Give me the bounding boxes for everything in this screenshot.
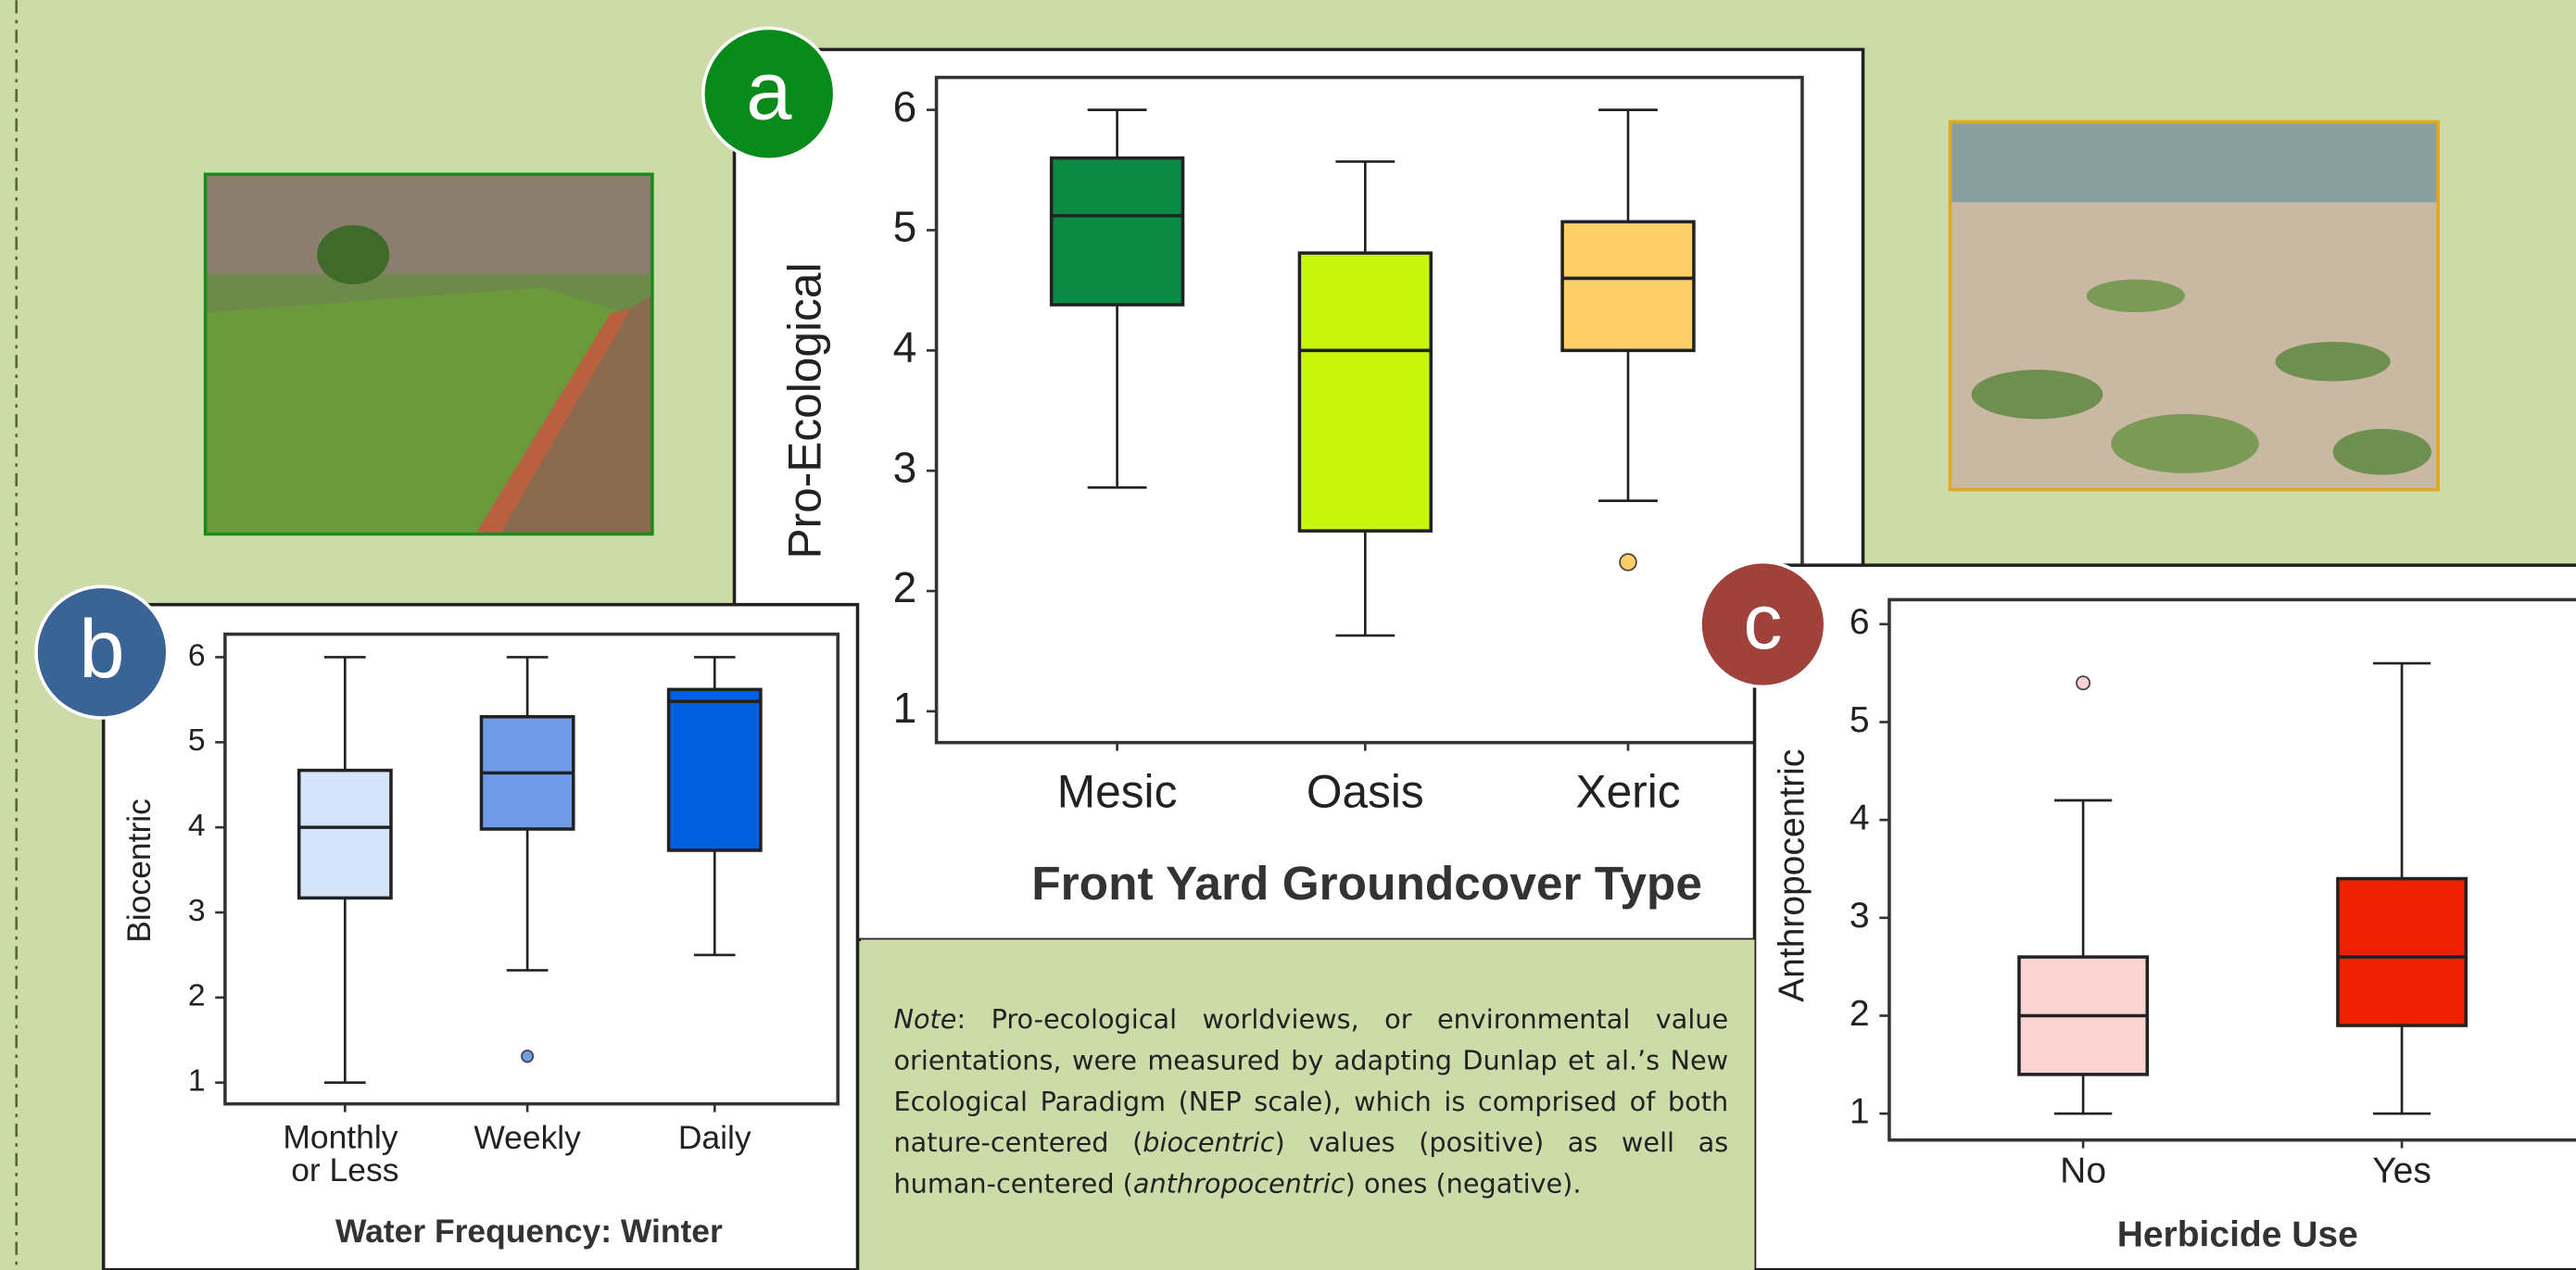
y-tick-label: 1 — [893, 684, 917, 732]
chart-a: 1 2 3 4 5 6 Mesic Oasis Xeric Front Yard Groundco… — [701, 26, 1865, 942]
note-box — [861, 939, 1755, 1270]
y-tick-label: 5 — [1850, 700, 1870, 740]
x-tick-label: No — [2060, 1151, 2106, 1190]
y-tick-label: 6 — [893, 82, 917, 131]
panel-letter: a — [746, 44, 792, 136]
outlier — [2076, 675, 2091, 691]
y-tick-label: 4 — [1850, 798, 1870, 837]
y-axis-label: Pro-Ecological — [778, 263, 830, 560]
panel-letter: b — [79, 603, 124, 695]
y-tick-label: 3 — [1850, 896, 1870, 936]
panel-badge — [701, 26, 837, 162]
note-text: biocentric — [1143, 1126, 1275, 1159]
box — [2336, 876, 2468, 1027]
y-tick-label: 1 — [188, 1064, 206, 1099]
charts: 1 2 3 4 5 6 Mesic Oasis Xeric Front Yard Groundco… — [34, 26, 2576, 1270]
panel-badge — [1698, 560, 1827, 689]
y-tick-label: 6 — [188, 638, 206, 673]
y-tick-label: 2 — [893, 563, 917, 611]
y-tick-label: 2 — [1850, 994, 1870, 1034]
x-tick-label: Weekly — [474, 1119, 581, 1156]
x-tick-label: Daily — [678, 1119, 751, 1156]
x-axis-label: Water Frequency: Winter — [335, 1213, 723, 1250]
x-tick-label: Monthly or Less — [283, 1119, 407, 1188]
panel-letter: c — [1743, 578, 1782, 665]
plot-frame — [1888, 597, 2576, 1142]
x-axis-label: Herbicide Use — [2117, 1215, 2358, 1255]
plot-frame — [934, 75, 1804, 745]
y-tick-label: 3 — [893, 443, 917, 491]
box — [1560, 220, 1696, 353]
note-text: Note — [893, 1003, 957, 1036]
y-axis-label: Anthropocentric — [1772, 749, 1812, 1002]
box — [297, 768, 393, 900]
y-tick-label: 4 — [188, 809, 206, 843]
box — [666, 687, 763, 852]
note: Note: Pro-ecological worldviews, or envi… — [893, 999, 1728, 1204]
y-axis-label: Biocentric — [120, 798, 158, 943]
chart-b: 1 2 3 4 5 6 Monthly or Less Weekly Daily Water Fr… — [34, 585, 860, 1270]
chart-c: 1 2 3 4 5 6 No Yes Herbicide Use Anthropocentric c — [1698, 560, 2576, 1270]
note-text: anthropocentric — [1132, 1167, 1345, 1200]
x-tick-label: Oasis — [1307, 765, 1424, 817]
x-axis-label: Front Yard Groundcover Type — [1031, 856, 1702, 910]
note-text: ) ones (negative). — [1345, 1167, 1582, 1200]
x-tick-label: Mesic — [1057, 765, 1178, 817]
y-tick-label: 4 — [893, 323, 917, 371]
box — [1297, 251, 1433, 533]
plot-frame — [223, 632, 840, 1106]
outlier — [1619, 553, 1637, 572]
photo-lawn — [203, 172, 654, 536]
note-text: : Pro-ecological worldviews, or environm… — [893, 1003, 1729, 1159]
outlier — [521, 1050, 535, 1063]
note-container: Note: Pro-ecological worldviews, or envi… — [893, 999, 1728, 1204]
y-tick-label: 5 — [188, 723, 206, 758]
box — [1049, 156, 1185, 307]
y-tick-label: 6 — [1850, 602, 1870, 642]
x-tick-label: Yes — [2372, 1151, 2431, 1190]
photo-xeric-yard — [1948, 119, 2440, 492]
y-tick-label: 1 — [1850, 1091, 1870, 1131]
y-tick-label: 3 — [188, 894, 206, 928]
panel-badge — [34, 585, 170, 720]
y-tick-label: 5 — [893, 203, 917, 251]
y-tick-label: 2 — [188, 979, 206, 1013]
note-text: ) values (positive) as well as human-cen… — [893, 1126, 1729, 1200]
x-tick-label: Xeric — [1575, 765, 1680, 817]
